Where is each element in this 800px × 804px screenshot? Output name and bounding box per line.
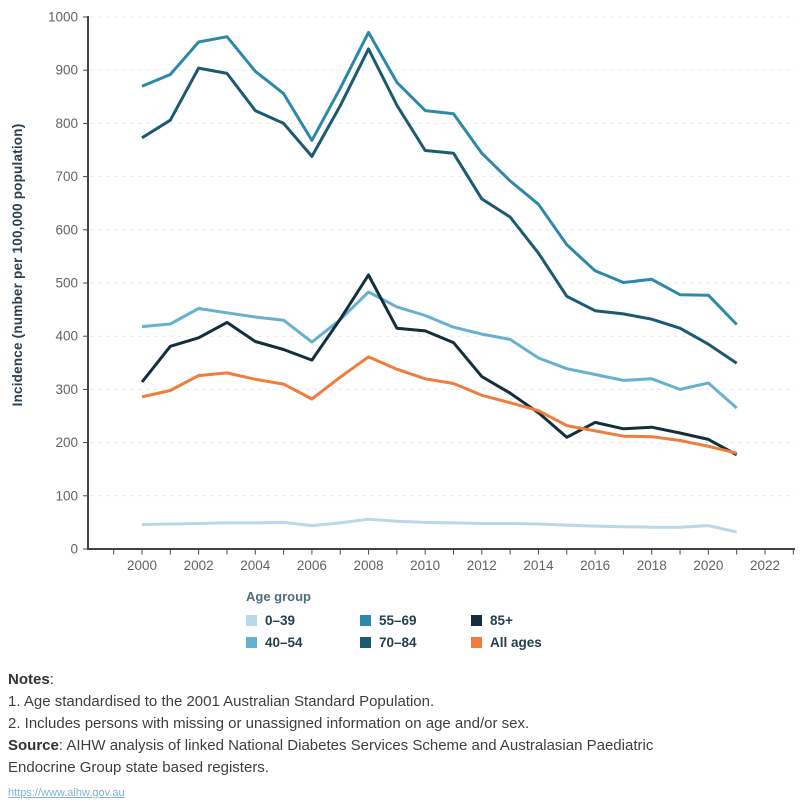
line-85+[interactable] <box>140 273 738 457</box>
line-All ages[interactable] <box>141 355 738 455</box>
y-axis-title: Incidence (number per 100,000 population… <box>10 124 25 407</box>
x-tick-label: 2004 <box>240 558 271 573</box>
legend-swatch <box>360 614 371 626</box>
x-tick-label: 2022 <box>750 558 780 573</box>
notes-heading: Notes: <box>8 671 54 688</box>
legend-swatch <box>471 614 482 626</box>
note-2: 2. Includes persons with missing or unas… <box>8 715 530 732</box>
legend-item-70–84[interactable]: 70–84 <box>360 631 471 653</box>
legend-items: 0–39 40–54 55–69 70–84 85+ All ages <box>246 609 800 653</box>
y-tick-label: 600 <box>55 222 78 237</box>
y-tick-label: 100 <box>55 488 78 503</box>
y-tick-label: 900 <box>55 63 78 78</box>
legend-label: 40–54 <box>265 634 303 650</box>
y-tick-label: 200 <box>55 435 78 450</box>
source-label: Source <box>8 737 59 754</box>
legend-item-40–54[interactable]: 40–54 <box>246 631 360 653</box>
x-tick-label: 2010 <box>410 558 440 573</box>
note-1: 1. Age standardised to the 2001 Australi… <box>8 693 435 710</box>
line-55–69[interactable] <box>141 30 738 326</box>
legend-swatch <box>246 636 257 648</box>
legend-item-55–69[interactable]: 55–69 <box>360 609 471 631</box>
legend-label: All ages <box>490 634 542 650</box>
legend-item-85+[interactable]: 85+ <box>471 609 800 631</box>
y-tick-label: 800 <box>55 116 78 131</box>
y-tick-label: 700 <box>55 169 78 184</box>
x-tick-label: 2002 <box>184 558 214 573</box>
y-tick-label: 500 <box>55 276 78 291</box>
x-tick-label: 2000 <box>127 558 157 573</box>
legend-swatch <box>360 636 371 648</box>
legend-label: 0–39 <box>265 612 296 628</box>
y-tick-label: 400 <box>55 329 78 344</box>
x-tick-label: 2018 <box>637 558 667 573</box>
legend-item-0–39[interactable]: 0–39 <box>246 609 360 631</box>
legend-swatch <box>471 636 482 648</box>
legend-title: Age group <box>246 589 311 604</box>
x-tick-label: 2012 <box>467 558 497 573</box>
x-tick-label: 2014 <box>523 558 554 573</box>
x-tick-label: 2008 <box>354 558 384 573</box>
series-lines <box>140 30 738 534</box>
aihw-link[interactable]: https://www.aihw.gov.au <box>8 787 125 799</box>
line-40–54[interactable] <box>141 290 738 410</box>
legend-label: 70–84 <box>379 634 417 650</box>
x-tick-label: 2016 <box>580 558 610 573</box>
y-tick-label: 300 <box>55 382 78 397</box>
legend-label: 55–69 <box>379 612 417 628</box>
gridlines <box>90 16 795 497</box>
notes-label: Notes <box>8 671 50 688</box>
legend-item-All ages[interactable]: All ages <box>471 631 800 653</box>
y-tick-label: 1000 <box>48 10 78 25</box>
line-0–39[interactable] <box>141 517 738 534</box>
legend-label: 85+ <box>490 612 513 628</box>
x-tick-label: 2006 <box>297 558 327 573</box>
x-tick-label: 2020 <box>693 558 723 573</box>
notes-block: Notes: 1. Age standardised to the 2001 A… <box>8 669 698 804</box>
source-line: Source: AIHW analysis of linked National… <box>8 737 654 776</box>
line-70–84[interactable] <box>141 47 738 365</box>
legend-swatch <box>246 614 257 626</box>
incidence-line-chart: 0 100 200 300 400 500 600 700 800 900 1000 2000 2002… <box>10 10 795 573</box>
legend: Age group 0–39 40–54 55–69 70–84 85+ All ages <box>246 589 800 653</box>
axes: 0 100 200 300 400 500 600 700 800 900 1000 2000 2002… <box>48 10 795 573</box>
y-tick-label: 0 <box>70 542 78 557</box>
